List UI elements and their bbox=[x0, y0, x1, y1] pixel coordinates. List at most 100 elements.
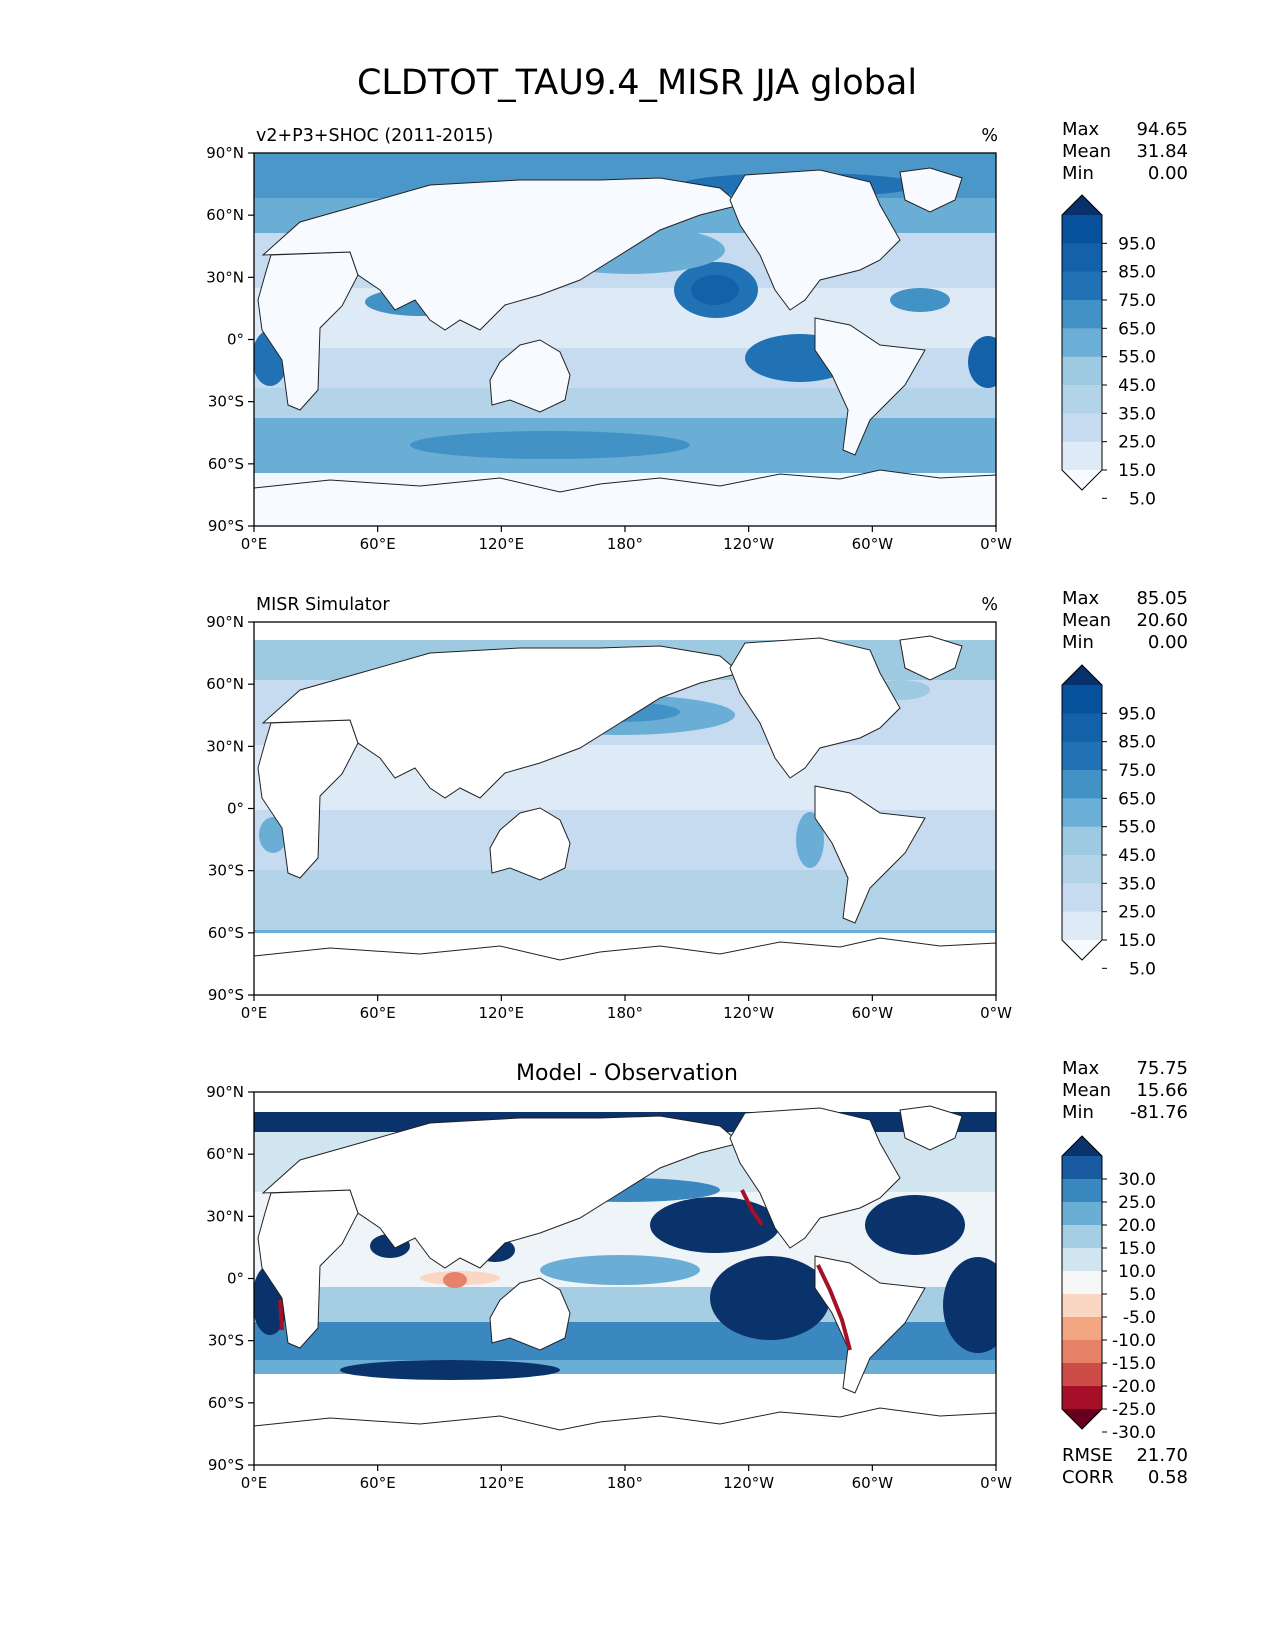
stat-value-min: 0.00 bbox=[1148, 632, 1188, 653]
lat-tick-label: 60°S bbox=[208, 924, 244, 942]
stat-label-mean: Mean bbox=[1062, 141, 1111, 162]
stat-value-mean: 20.60 bbox=[1136, 610, 1188, 631]
colorbar-tick-label: 55.0 bbox=[1118, 348, 1156, 368]
colorbar-tick-label: -20.0 bbox=[1112, 1377, 1156, 1397]
colorbar-tick-label: 65.0 bbox=[1118, 319, 1156, 339]
stats-box: Max 94.65 Mean 31.84 Min 0.00 bbox=[1062, 119, 1188, 184]
stat-value-mean: 15.66 bbox=[1136, 1080, 1188, 1101]
rmse-label: RMSE bbox=[1062, 1445, 1113, 1466]
lat-ticks: 90°N 60°N 30°N 0° 30°S 60°S 90°S bbox=[206, 613, 254, 1004]
stat-value-max: 85.05 bbox=[1136, 588, 1188, 609]
lon-tick-label: 0°W bbox=[980, 535, 1012, 553]
stat-label-max: Max bbox=[1062, 119, 1100, 140]
colorbar-tick-label: 20.0 bbox=[1118, 1216, 1156, 1236]
stats-box: Max 75.75 Mean 15.66 Min -81.76 bbox=[1062, 1058, 1188, 1123]
colorbar-tick-label: 30.0 bbox=[1118, 1170, 1156, 1190]
colorbar-tick-label: 45.0 bbox=[1118, 846, 1156, 866]
units-label: % bbox=[981, 595, 998, 615]
colorbar-segment bbox=[1062, 1202, 1102, 1226]
colorbar-tick-label: -5.0 bbox=[1123, 1308, 1156, 1328]
colorbar-segment bbox=[1062, 1271, 1102, 1295]
colorbar-segment bbox=[1062, 1363, 1102, 1387]
lat-tick-label: 30°S bbox=[208, 393, 244, 411]
colorbar: 30.0 25.0 20.0 15.0 10.0 5.0 -5.0 -10.0 -15.0 -20… bbox=[1061, 1135, 1156, 1443]
colorbar-tick-label: -30.0 bbox=[1112, 1423, 1156, 1443]
lon-tick-label: 60°W bbox=[852, 1004, 894, 1022]
colorbar-segment bbox=[1062, 1386, 1102, 1410]
lon-tick-label: 60°E bbox=[360, 535, 396, 553]
colorbar-tick-label: 5.0 bbox=[1129, 489, 1156, 509]
panel-left-title: MISR Simulator bbox=[256, 595, 390, 615]
panel-model: v2+P3+SHOC (2011-2015) % 90°N 60°N 30°N 0° 3… bbox=[206, 119, 1188, 553]
units-label: % bbox=[981, 126, 998, 146]
colorbar-segment bbox=[1062, 741, 1102, 771]
lat-tick-label: 90°N bbox=[206, 613, 244, 631]
lon-tick-label: 60°E bbox=[360, 1004, 396, 1022]
colorbar-segment bbox=[1062, 1248, 1102, 1272]
lat-tick-label: 60°N bbox=[206, 206, 244, 224]
colorbar-tick-label: 75.0 bbox=[1118, 761, 1156, 781]
colorbar: 95.0 85.0 75.0 65.0 55.0 45.0 35.0 25.0 15.0 5.0 bbox=[1061, 664, 1156, 979]
colorbar-tick-label: 25.0 bbox=[1118, 433, 1156, 453]
lat-tick-label: 60°S bbox=[208, 1394, 244, 1412]
corr-value: 0.58 bbox=[1148, 1467, 1188, 1488]
continents bbox=[254, 1105, 996, 1465]
error-stats: RMSE 21.70 CORR 0.58 bbox=[1062, 1445, 1188, 1488]
colorbar-extend-bottom bbox=[1062, 470, 1102, 490]
stat-label-max: Max bbox=[1062, 588, 1100, 609]
colorbar-segment bbox=[1062, 328, 1102, 358]
colorbar-segment bbox=[1062, 1225, 1102, 1249]
lon-tick-label: 0°E bbox=[241, 535, 268, 553]
lon-ticks: 0°E 60°E 120°E 180° 120°W 60°W 0°W bbox=[241, 526, 1012, 553]
colorbar-tick-label: 45.0 bbox=[1118, 376, 1156, 396]
panel-left-title: v2+P3+SHOC (2011-2015) bbox=[256, 126, 493, 146]
colorbar-tick-label: 5.0 bbox=[1129, 959, 1156, 979]
colorbar-tick-label: 95.0 bbox=[1118, 234, 1156, 254]
stat-label-mean: Mean bbox=[1062, 610, 1111, 631]
lon-tick-label: 0°E bbox=[241, 1474, 268, 1492]
colorbar-segment bbox=[1062, 713, 1102, 743]
colorbar-extend-bottom bbox=[1062, 1409, 1102, 1429]
colorbar-tick-label: 65.0 bbox=[1118, 789, 1156, 809]
rmse-value: 21.70 bbox=[1136, 1445, 1188, 1466]
lon-tick-label: 180° bbox=[607, 1474, 643, 1492]
lat-tick-label: 30°N bbox=[206, 268, 244, 286]
lat-tick-label: 90°S bbox=[208, 517, 244, 535]
colorbar-segment bbox=[1062, 300, 1102, 329]
colorbar-segment bbox=[1062, 1179, 1102, 1203]
lon-tick-label: 0°W bbox=[980, 1004, 1012, 1022]
continents bbox=[254, 167, 996, 526]
corr-label: CORR bbox=[1062, 1467, 1114, 1488]
colorbar-segment bbox=[1062, 855, 1102, 884]
lon-tick-label: 120°E bbox=[479, 535, 525, 553]
lon-tick-label: 120°E bbox=[479, 1004, 525, 1022]
stat-value-max: 94.65 bbox=[1136, 119, 1188, 140]
colorbar-tick-label: 55.0 bbox=[1118, 818, 1156, 838]
lat-tick-label: 90°S bbox=[208, 986, 244, 1004]
colorbar-tick-label: 75.0 bbox=[1118, 291, 1156, 311]
colorbar-tick-label: 85.0 bbox=[1118, 263, 1156, 283]
lat-tick-label: 0° bbox=[227, 1270, 244, 1288]
colorbar-tick-label: 95.0 bbox=[1118, 704, 1156, 724]
colorbar-tick-label: 10.0 bbox=[1118, 1262, 1156, 1282]
colorbar-segment bbox=[1062, 798, 1102, 828]
lon-tick-label: 60°W bbox=[852, 1474, 894, 1492]
colorbar-tick-label: 15.0 bbox=[1118, 1239, 1156, 1259]
colorbar-segment bbox=[1062, 1340, 1102, 1364]
lon-tick-label: 120°W bbox=[723, 1004, 774, 1022]
colorbar-segment bbox=[1062, 685, 1102, 714]
lat-ticks: 90°N 60°N 30°N 0° 30°S 60°S 90°S bbox=[206, 144, 254, 535]
lat-tick-label: 60°S bbox=[208, 455, 244, 473]
colorbar-extend-top bbox=[1062, 195, 1102, 215]
colorbar-segment bbox=[1062, 271, 1102, 301]
lat-tick-label: 90°N bbox=[206, 1083, 244, 1101]
colorbar-segment bbox=[1062, 883, 1102, 913]
lon-tick-label: 120°E bbox=[479, 1474, 525, 1492]
colorbar-segment bbox=[1062, 413, 1102, 443]
lon-tick-label: 120°W bbox=[723, 1474, 774, 1492]
lon-tick-label: 60°E bbox=[360, 1474, 396, 1492]
panel-center-title: Model - Observation bbox=[516, 1061, 738, 1086]
colorbar-segment bbox=[1062, 215, 1102, 244]
colorbar: 95.0 85.0 75.0 65.0 55.0 45.0 35.0 25.0 15.0 5.0 bbox=[1061, 194, 1156, 509]
